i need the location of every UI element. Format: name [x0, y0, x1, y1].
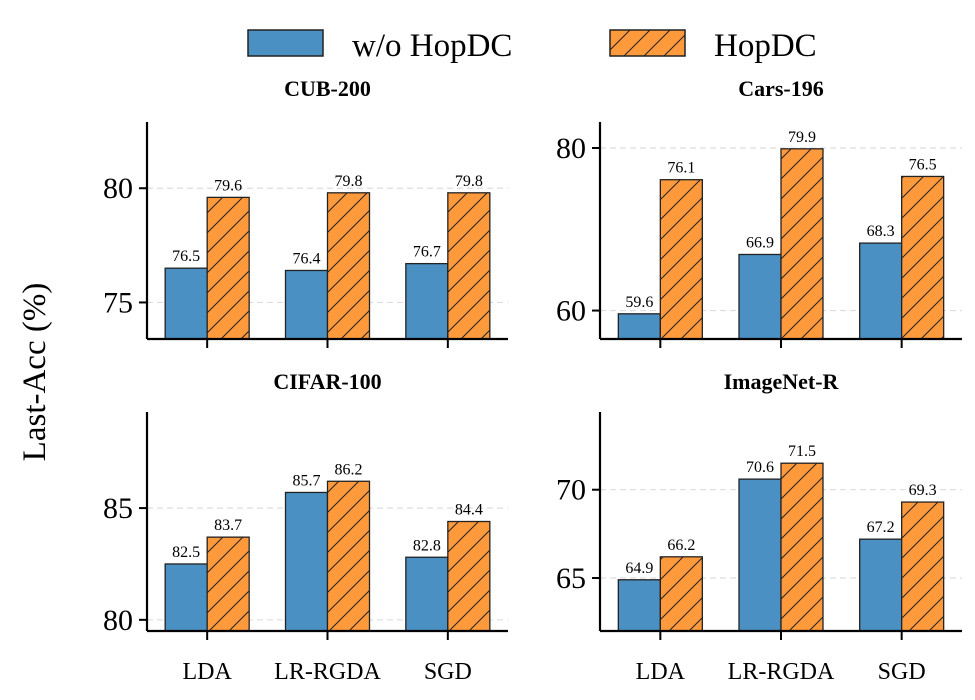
bar-cifar-100-sgd-hopdc [447, 520, 491, 632]
data-label: 84.4 [455, 502, 483, 519]
bar-imagenet-r-sgd-hopdc [901, 501, 945, 632]
y-tick-label: 85 [103, 492, 133, 525]
data-label: 79.8 [335, 173, 363, 190]
data-label: 59.6 [625, 294, 653, 311]
x-tick-label: SGD [878, 659, 926, 685]
bar-imagenet-r-sgd-w-o-hopdc [859, 538, 903, 632]
bar-cars-196-lda-hopdc [659, 179, 703, 340]
y-tick-label: 75 [103, 286, 133, 319]
bar-cifar-100-lr-rgda-hopdc [326, 480, 371, 632]
y-tick-label: 80 [103, 172, 133, 205]
panel-title-cifar-100: CIFAR-100 [273, 369, 381, 394]
panel-title-cars-196: Cars-196 [738, 76, 824, 101]
x-tick-label: LR-RGDA [728, 659, 835, 685]
legend-label-hopdc: HopDC [714, 28, 817, 64]
data-label: 71.5 [788, 443, 816, 460]
legend: w/o HopDC HopDC [247, 28, 817, 64]
panel-title-cub-200: CUB-200 [284, 76, 371, 101]
data-label: 79.6 [214, 177, 242, 194]
legend-swatch-without-hopdc [247, 29, 324, 57]
panel-cifar-100: CIFAR-100 80 85 82.5 83.7 LDA 85.7 86.2 LR-RGDA 8… [103, 369, 508, 685]
panel-title-imagenet-r: ImageNet-R [724, 369, 840, 394]
bar-cars-196-sgd-w-o-hopdc [859, 242, 903, 340]
chart-panels: CUB-200 75 80 76.5 79.6 76.4 79.8 76.7 79.8 Cars-… [103, 76, 962, 685]
bar-imagenet-r-lr-rgda-hopdc [780, 462, 824, 632]
bar-cars-196-lda-w-o-hopdc [617, 313, 661, 340]
bar-cifar-100-lr-rgda-w-o-hopdc [284, 491, 329, 632]
data-label: 82.5 [172, 544, 200, 561]
bar-cars-196-sgd-hopdc [901, 175, 945, 340]
bar-cub-200-lr-rgda-w-o-hopdc [284, 269, 329, 340]
bar-cub-200-lr-rgda-hopdc [326, 192, 371, 340]
y-tick-label: 65 [556, 562, 586, 595]
data-label: 79.9 [788, 129, 816, 146]
legend-label-without-hopdc: w/o HopDC [352, 28, 512, 64]
x-tick-label: LDA [636, 659, 686, 685]
bar-cifar-100-sgd-w-o-hopdc [405, 556, 449, 632]
bar-cub-200-lda-hopdc [206, 196, 250, 340]
data-label: 66.9 [746, 234, 774, 251]
bar-cars-196-lr-rgda-w-o-hopdc [738, 253, 782, 340]
panel-cars-196: Cars-196 60 80 59.6 76.1 66.9 79.9 68.3 76.5 [556, 76, 962, 348]
bar-imagenet-r-lda-hopdc [659, 556, 703, 632]
data-label: 76.5 [909, 156, 937, 173]
bar-cifar-100-lda-w-o-hopdc [164, 563, 208, 632]
data-label: 64.9 [625, 560, 653, 577]
data-label: 70.6 [746, 459, 774, 476]
data-label: 69.3 [909, 482, 937, 499]
y-tick-label: 60 [556, 295, 586, 328]
bar-imagenet-r-lda-w-o-hopdc [617, 579, 661, 632]
bar-imagenet-r-lr-rgda-w-o-hopdc [738, 478, 782, 632]
data-label: 79.8 [455, 173, 483, 190]
data-label: 86.2 [335, 461, 363, 478]
bar-cars-196-lr-rgda-hopdc [780, 148, 824, 340]
data-label: 76.1 [667, 160, 695, 177]
data-label: 68.3 [867, 223, 895, 240]
y-axis-label: Last-Acc (%) [17, 283, 53, 462]
y-tick-label: 80 [103, 604, 133, 637]
data-label: 82.8 [413, 537, 441, 554]
data-label: 83.7 [214, 517, 242, 534]
legend-swatch-hopdc [609, 29, 686, 57]
y-tick-label: 80 [556, 132, 586, 165]
x-tick-label: LR-RGDA [274, 659, 381, 685]
bar-cub-200-lda-w-o-hopdc [164, 267, 208, 340]
bar-cub-200-sgd-w-o-hopdc [405, 262, 449, 340]
data-label: 85.7 [293, 472, 321, 489]
data-label: 66.2 [667, 537, 695, 554]
y-tick-label: 70 [556, 474, 586, 507]
data-label: 76.7 [413, 244, 441, 261]
data-label: 76.5 [172, 248, 200, 265]
data-label: 67.2 [867, 519, 895, 536]
bar-cifar-100-lda-hopdc [206, 536, 250, 632]
data-label: 76.4 [293, 250, 321, 267]
bar-cub-200-sgd-hopdc [447, 192, 491, 340]
x-tick-label: SGD [424, 659, 472, 685]
panel-imagenet-r: ImageNet-R 65 70 64.9 66.2 LDA 70.6 71.5 LR-RGDA… [556, 369, 962, 685]
x-tick-label: LDA [183, 659, 233, 685]
panel-cub-200: CUB-200 75 80 76.5 79.6 76.4 79.8 76.7 79.8 [103, 76, 508, 348]
